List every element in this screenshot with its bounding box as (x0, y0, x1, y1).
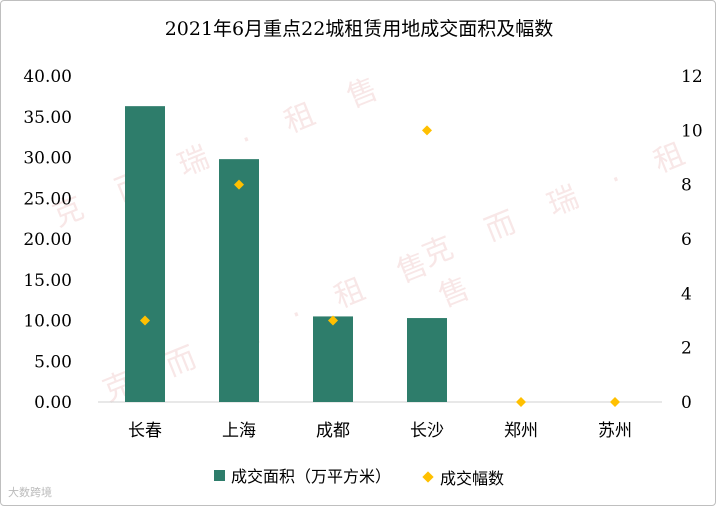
point-长春 (140, 315, 150, 326)
y-right-tick-label: 0 (681, 393, 692, 413)
chart-title: 2021年6月重点22城租赁用地成交面积及幅数 (164, 18, 554, 40)
y-right-tick-label: 4 (681, 284, 692, 304)
y-left-tick-label: 15.00 (23, 271, 72, 291)
legend-label-area: 成交面积（万平方米） (230, 467, 391, 486)
y-right-tick-label: 6 (681, 230, 692, 250)
chart-legend: 成交面积（万平方米） 成交幅数 (0, 463, 718, 489)
y-left-tick-label: 0.00 (34, 393, 72, 413)
bar-长沙 (407, 318, 447, 402)
x-tick-label: 上海 (222, 421, 256, 441)
point-郑州 (516, 397, 526, 407)
y-right-tick-label: 10 (681, 121, 703, 141)
legend-item-count: 成交幅数 (422, 465, 505, 489)
y-right-tick-label: 12 (681, 67, 703, 87)
source-watermark: 大数跨境 (8, 486, 52, 499)
point-上海 (234, 179, 244, 190)
bar-长春 (125, 106, 165, 402)
legend-swatch-bar (213, 469, 225, 481)
x-tick-label: 成都 (316, 421, 350, 441)
y-left-tick-label: 5.00 (34, 352, 72, 372)
point-苏州 (610, 397, 620, 407)
point-成都 (328, 315, 338, 326)
y-left-tick-label: 35.00 (23, 108, 72, 128)
y-right-tick-label: 8 (681, 176, 692, 196)
x-tick-label: 长春 (128, 421, 162, 441)
point-长沙 (422, 125, 432, 136)
y-left-tick-label: 10.00 (23, 312, 72, 332)
y-left-tick-label: 25.00 (23, 189, 72, 209)
legend-swatch-diamond (422, 470, 434, 483)
bar-成都 (313, 316, 353, 402)
y-left-tick-label: 30.00 (23, 149, 72, 169)
legend-label-count: 成交幅数 (440, 468, 505, 488)
y-left-tick-label: 40.00 (23, 67, 72, 87)
legend-item-area: 成交面积（万平方米） (213, 463, 391, 487)
x-tick-label: 长沙 (410, 421, 444, 441)
bar-上海 (219, 159, 259, 402)
x-tick-label: 苏州 (598, 421, 632, 441)
y-right-tick-label: 2 (681, 339, 692, 359)
x-tick-label: 郑州 (504, 421, 538, 441)
y-left-tick-label: 20.00 (23, 230, 72, 250)
